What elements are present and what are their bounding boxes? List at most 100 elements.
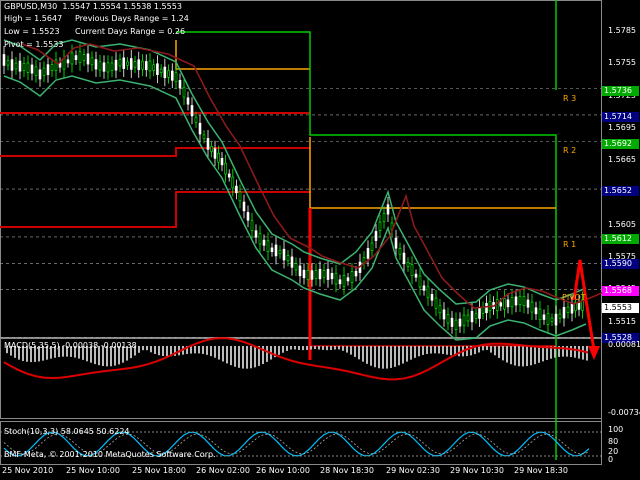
candle-body	[518, 295, 522, 306]
candle-body	[398, 248, 402, 255]
candle-body	[426, 286, 430, 298]
candle-body	[174, 72, 178, 83]
macd-bar	[310, 346, 312, 350]
macd-bar	[230, 346, 232, 366]
macd-bar	[102, 346, 104, 367]
time-axis-label: 29 Nov 10:30	[450, 466, 504, 475]
time-axis-label: 25 Nov 18:00	[132, 466, 186, 475]
macd-bar	[426, 346, 428, 355]
macd-bar	[418, 346, 420, 357]
macd-bar	[530, 346, 532, 366]
candle-body	[414, 273, 418, 278]
macd-bar	[70, 346, 72, 357]
macd-bar	[194, 346, 196, 354]
candle-body	[306, 270, 310, 280]
candle-body	[90, 57, 94, 66]
macd-bar	[506, 346, 508, 363]
macd-bar	[246, 346, 248, 369]
macd-bar	[350, 346, 352, 355]
candle-body	[378, 221, 382, 231]
candle-body	[566, 306, 570, 313]
candle-body	[278, 249, 282, 255]
macd-bar	[98, 346, 100, 366]
macd-bar	[370, 346, 372, 366]
macd-label: MACD(5,35,5) -0.00038 -0.00138	[4, 341, 137, 350]
stoch-label: Stoch(10,3,3) 58.0645 50.6224	[4, 427, 130, 436]
macd-bar	[362, 346, 364, 362]
copyright-watermark: BMF-Meta, © 2001-2010 MetaQuotes Softwar…	[4, 450, 216, 459]
candle-body	[430, 294, 434, 301]
candle-body	[394, 237, 398, 249]
candle-body	[170, 70, 174, 81]
candle-body	[581, 299, 584, 311]
pivot-step-orange	[309, 137, 556, 209]
macd-bar	[142, 346, 144, 351]
candle-body	[562, 307, 566, 319]
macd-bar	[190, 346, 192, 354]
band-lower	[3, 75, 587, 341]
candle-body	[152, 64, 156, 71]
candle-body	[217, 152, 220, 163]
candle-body	[534, 307, 538, 315]
r1-label: R 1	[563, 240, 577, 249]
candle-body	[137, 59, 141, 71]
macd-bar	[50, 346, 52, 359]
macd-bar	[382, 346, 384, 369]
candle-body	[210, 146, 213, 152]
prev-day-r1-step	[0, 191, 310, 228]
macd-bar	[26, 346, 28, 362]
macd-bar	[126, 346, 128, 361]
candle-body	[370, 242, 374, 251]
price-tag: 1.5714	[602, 112, 639, 122]
macd-bar	[526, 346, 528, 367]
macd-bar	[62, 346, 64, 357]
macd-bar	[546, 346, 548, 360]
macd-bar	[238, 346, 240, 368]
price-tag: 1.5568	[602, 286, 639, 296]
macd-bar	[474, 346, 476, 355]
macd-bar	[558, 346, 560, 357]
candle-body	[470, 310, 474, 323]
macd-bar	[90, 346, 92, 363]
macd-bar	[158, 346, 160, 356]
candle-body	[334, 272, 338, 285]
time-axis-label: 29 Nov 18:30	[514, 466, 568, 475]
prev-day-r2-step	[0, 147, 310, 157]
candle-body	[510, 296, 514, 308]
candle-body	[242, 201, 246, 212]
macd-bar	[210, 346, 212, 357]
time-axis-label: 26 Nov 02:00	[196, 466, 250, 475]
candle-body	[546, 313, 550, 325]
candle-body	[314, 270, 318, 279]
candle-body	[374, 231, 378, 241]
candle-body	[462, 314, 466, 326]
candle-body	[386, 204, 390, 215]
r2-label: R 2	[563, 146, 577, 155]
macd-bar	[554, 346, 556, 358]
macd-bar	[386, 346, 388, 369]
candle-body	[220, 158, 224, 166]
candle-body	[554, 313, 558, 326]
macd-bar	[490, 346, 492, 353]
candle-body	[50, 64, 54, 72]
candle-body	[141, 60, 144, 70]
candle-body	[167, 70, 170, 78]
macd-bar	[470, 346, 472, 356]
macd-bar	[414, 346, 416, 358]
price-axis-label: 1.5755	[608, 58, 636, 68]
candle-body	[342, 274, 346, 287]
candle-body	[78, 51, 82, 63]
candle-body	[235, 185, 238, 194]
macd-bar	[434, 346, 436, 354]
macd-bar	[450, 346, 452, 356]
stoch-axis-0: 0	[608, 455, 614, 464]
candle-body	[354, 270, 358, 277]
candle-body	[262, 239, 266, 246]
candle-body	[159, 68, 163, 73]
pivot-label: PIVOT	[562, 293, 586, 302]
candle-body	[190, 105, 194, 117]
candle-body	[506, 299, 510, 308]
candle-body	[294, 263, 298, 271]
